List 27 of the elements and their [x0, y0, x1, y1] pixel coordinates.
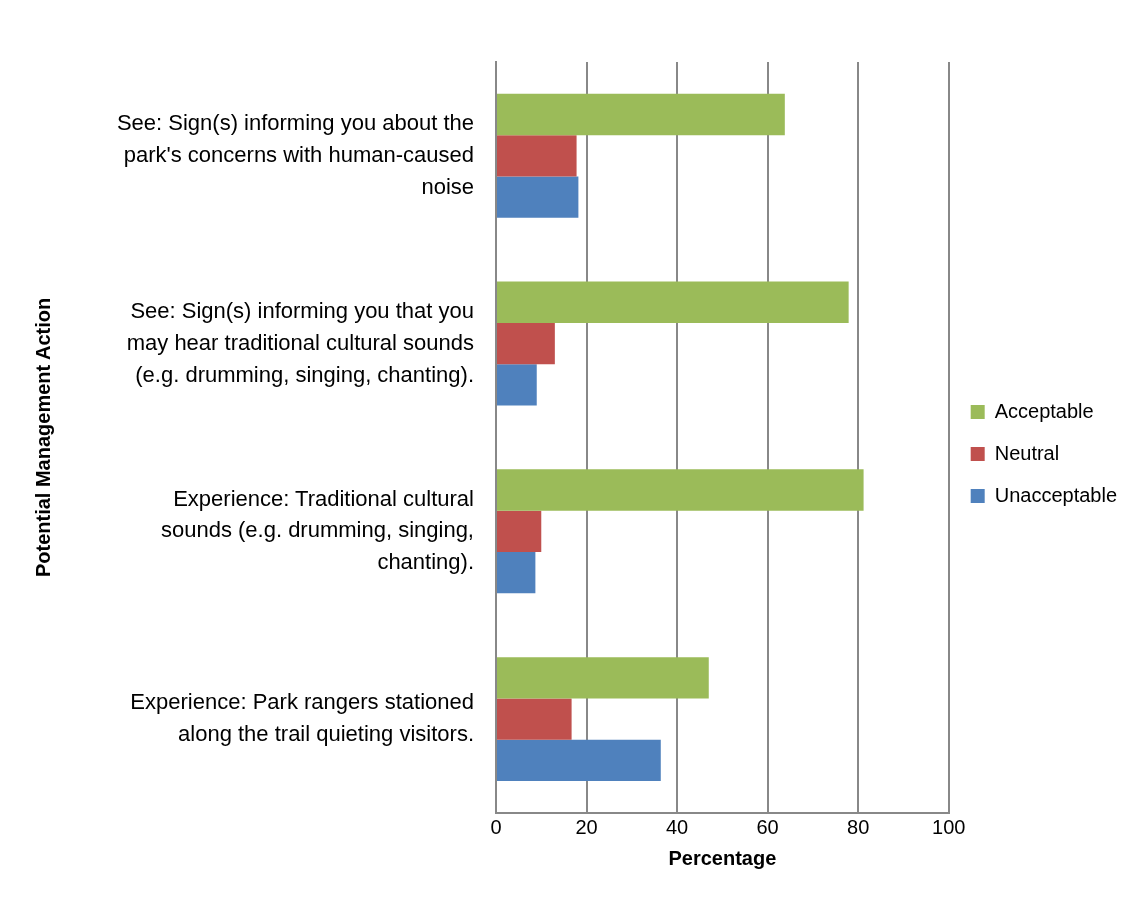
x-tick-label: 60 — [756, 815, 779, 838]
x-tick-label: 80 — [847, 815, 870, 838]
bar — [497, 93, 785, 136]
y-tick-label: See: Sign(s) informing you about the park's concerns with human-caused noise — [116, 109, 474, 199]
bar — [497, 135, 577, 177]
bar — [497, 281, 849, 323]
bar — [497, 739, 661, 782]
bar — [497, 551, 536, 594]
x-tick-label: 40 — [665, 815, 689, 838]
y-tick-label: See: Sign(s) informing you that you may hear traditional cultural sounds (e.g. drumming, singing, chanting). — [126, 297, 474, 387]
x-axis-title: Percentage — [668, 846, 777, 869]
bar — [497, 176, 579, 218]
bar — [497, 510, 542, 552]
bar — [497, 364, 537, 406]
legend-label: Unacceptable — [994, 483, 1118, 506]
x-tick-label: 100 — [932, 815, 966, 838]
bar — [497, 469, 864, 511]
bar — [497, 698, 572, 740]
legend-label: Acceptable — [994, 399, 1094, 422]
bar — [497, 322, 555, 365]
x-tick-label: 0 — [490, 815, 502, 838]
y-tick-label: Experience: Park rangers stationed along the trail quieting visitors. — [130, 689, 474, 747]
bar — [497, 657, 709, 699]
legend-label: Neutral — [994, 441, 1060, 464]
y-axis-title: Potential Management Action — [31, 297, 54, 578]
x-tick-label: 20 — [575, 815, 598, 838]
y-tick-label: Experience: Traditional cultural sounds (e.g. drumming, singing, chanting). — [160, 485, 474, 575]
